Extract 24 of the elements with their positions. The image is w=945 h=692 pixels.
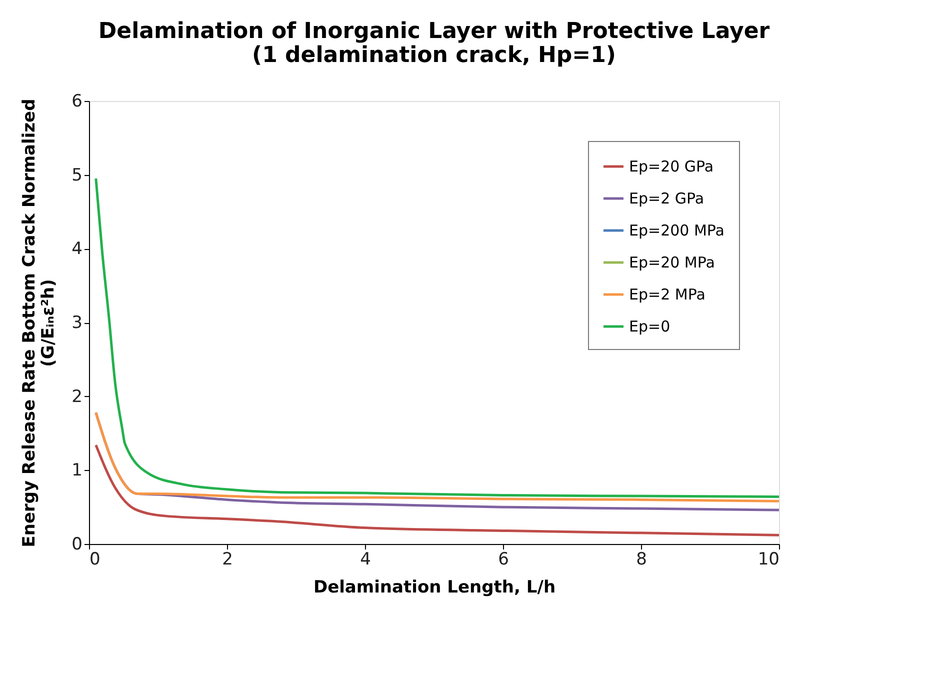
- legend-label: Ep=0: [629, 318, 670, 336]
- x-tick-label: 4: [360, 550, 371, 570]
- y-tick-label: 6: [72, 92, 82, 112]
- legend-label: Ep=20 MPa: [629, 254, 715, 272]
- x-tick-label: 8: [636, 550, 647, 570]
- x-axis-title: Delamination Length, L/h: [313, 578, 556, 598]
- y-tick-label: 5: [72, 165, 82, 186]
- y-tick-label: 3: [72, 313, 82, 333]
- legend-label: Ep=2 GPa: [629, 190, 704, 208]
- x-tick-label: 0: [90, 550, 100, 570]
- line-series: [94, 444, 780, 536]
- legend-label: Ep=20 GPa: [629, 158, 714, 176]
- y-tick-label: 0: [72, 534, 82, 554]
- y-axis-title: Energy Release Rate Bottom Crack Normalized (G/Eᵢₙε²h): [20, 98, 59, 548]
- legend-label: Ep=2 MPa: [629, 286, 706, 304]
- x-tick-label: 6: [498, 550, 509, 570]
- x-tick-label: 2: [222, 550, 233, 570]
- y-tick-label: 1: [72, 460, 82, 481]
- y-tick-label: 4: [72, 239, 82, 260]
- line-series: [94, 177, 780, 498]
- legend-label: Ep=200 MPa: [629, 222, 724, 240]
- chart-title: Delamination of Inorganic Layer with Protective Layer (1 delamination crack, Hp=1): [98, 19, 770, 68]
- x-tick-label: 10: [758, 550, 780, 570]
- y-tick-label: 2: [72, 386, 82, 407]
